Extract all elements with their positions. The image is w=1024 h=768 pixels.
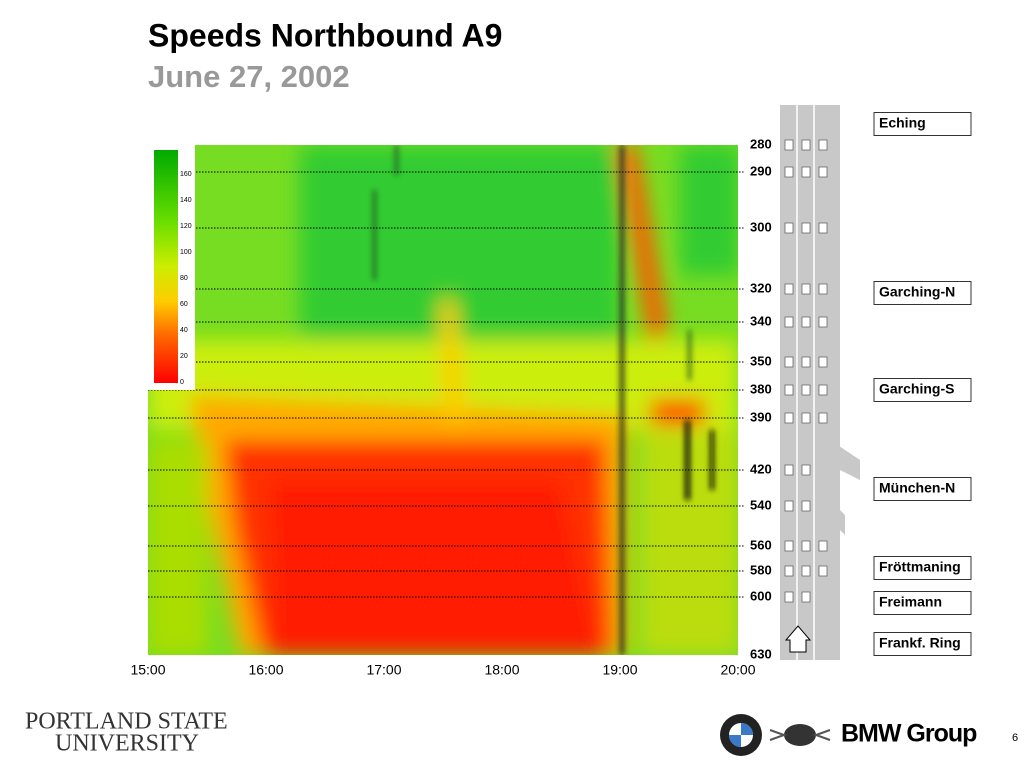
lane-marker [784,316,794,328]
position-label: 630 [750,646,772,661]
lane-marker [818,316,828,328]
exit-box [873,632,972,656]
lane-marker [818,384,828,396]
colorbar-label: 120 [180,223,192,230]
colorbar-label: 80 [180,275,188,282]
position-label: 380 [750,381,772,396]
lane-marker [801,500,811,512]
exit-box [873,378,972,402]
position-label: 290 [750,163,772,178]
university-line1: PORTLAND STATE [25,709,228,735]
position-label: 580 [750,562,772,577]
lane-marker [818,356,828,368]
lane-marker [784,283,794,295]
position-label: 320 [750,280,772,295]
lane-marker [784,166,794,178]
exit-box [873,556,972,580]
road-diagram [780,105,860,660]
exit-box [873,477,972,501]
lane-marker [784,222,794,234]
position-label: 350 [750,353,772,368]
position-label: 600 [750,588,772,603]
lane-marker [801,316,811,328]
lane-marker [784,384,794,396]
lane-marker [801,384,811,396]
position-label: 300 [750,219,772,234]
colorbar [154,150,178,383]
position-label: 390 [750,409,772,424]
lane-marker [818,222,828,234]
lane-marker [784,464,794,476]
lane-marker [801,139,811,151]
exit-label: Eching [879,115,926,131]
exit-label: Frankf. Ring [879,635,961,651]
position-label: 540 [750,497,772,512]
lane-marker [818,283,828,295]
lane-marker [784,591,794,603]
position-label: 280 [750,136,772,151]
lane-marker [784,565,794,577]
time-label: 17:00 [366,662,401,678]
lane-marker [784,412,794,424]
colorbar-label: 140 [180,197,192,204]
time-label: 18:00 [484,662,519,678]
lane-marker [801,283,811,295]
colorbar-label: 60 [180,301,188,308]
lane-marker [784,356,794,368]
lane-marker [818,412,828,424]
exit-label: Garching-S [879,381,954,397]
lane-marker [801,565,811,577]
exit-label: Freimann [879,594,942,610]
lane-marker [784,139,794,151]
exit-label: München-N [879,480,955,496]
lane-marker [818,565,828,577]
lane-marker [818,540,828,552]
colorbar-label: 160 [180,171,192,178]
time-label: 16:00 [248,662,283,678]
colorbar-label: 0 [180,379,184,386]
colorbar-label: 40 [180,327,188,334]
lane-marker [801,222,811,234]
lane-marker [784,500,794,512]
position-label: 560 [750,537,772,552]
page-number: 6 [1012,732,1018,744]
lane-marker [801,591,811,603]
exit-label: Fröttmaning [879,559,961,575]
position-label: 340 [750,313,772,328]
time-label: 19:00 [602,662,637,678]
heatmap [148,145,738,655]
exit-box [873,281,972,305]
lane-marker [801,166,811,178]
colorbar-label: 100 [180,249,192,256]
brand: BMW Group [841,720,977,748]
lane-marker [801,540,811,552]
position-label: 420 [750,461,772,476]
exit-box [873,112,972,136]
university-line2: UNIVERSITY [55,731,199,757]
lane-marker [784,540,794,552]
lane-marker [801,412,811,424]
lane-marker [801,464,811,476]
exit-box [873,591,972,615]
title: Speeds Northbound A9 [148,17,502,53]
lane-marker [818,166,828,178]
exit-label: Garching-N [879,284,955,300]
time-label: 20:00 [720,662,755,678]
colorbar-label: 20 [180,353,188,360]
lane-marker [818,139,828,151]
mini-logo [784,724,816,746]
time-label: 15:00 [130,662,165,678]
subtitle: June 27, 2002 [148,59,350,94]
lane-marker [801,356,811,368]
